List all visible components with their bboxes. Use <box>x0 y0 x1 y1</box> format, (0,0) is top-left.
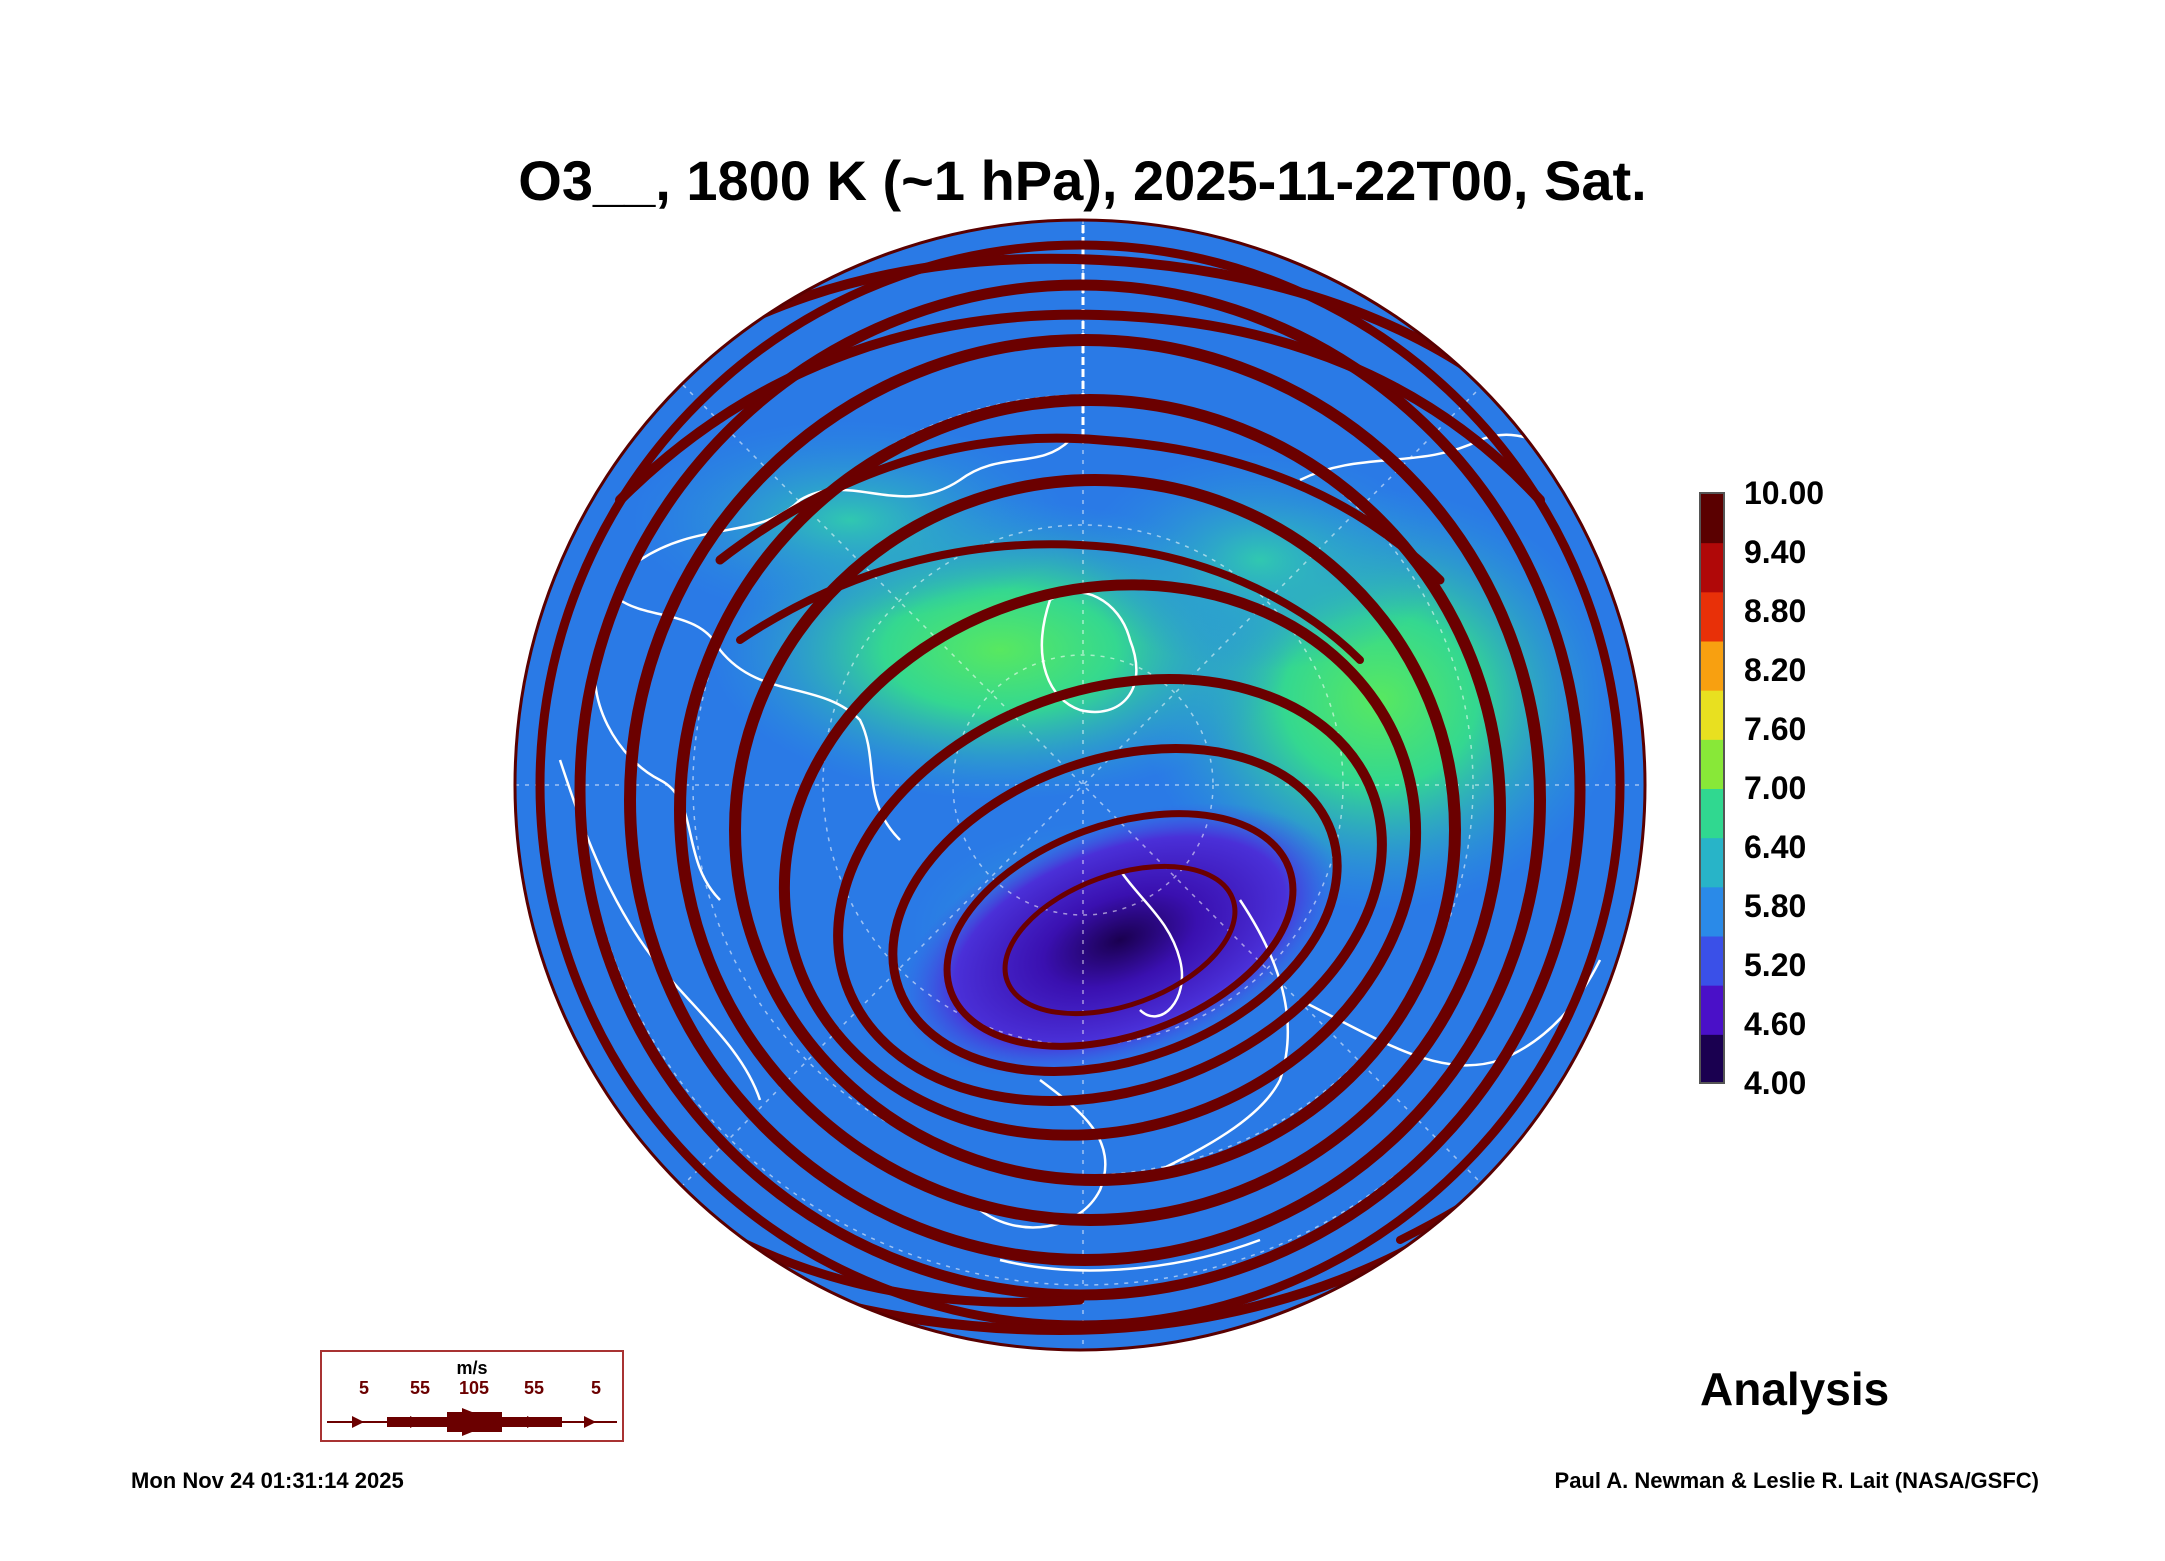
streamline <box>624 334 1546 1266</box>
colorbar-segment <box>1700 837 1724 888</box>
colorbar-tick-label: 7.00 <box>1744 770 1807 806</box>
legend-unit: m/s <box>456 1358 488 1378</box>
colorbar-segment <box>1700 542 1724 593</box>
coastline-scandinavia <box>1118 869 1184 1018</box>
coastline-europe <box>979 1079 1261 1272</box>
analysis-label: Analysis <box>1700 1363 1890 1415</box>
colorbar-tick-label: 7.60 <box>1744 711 1807 747</box>
colorbar-tick-label: 4.60 <box>1744 1006 1807 1042</box>
legend-value: 5 <box>358 1378 370 1398</box>
colorbar-segment <box>1700 788 1724 839</box>
legend-value: 105 <box>458 1378 490 1398</box>
streamline <box>888 744 1342 1076</box>
timestamp: Mon Nov 24 01:31:14 2025 <box>131 1468 404 1493</box>
streamline <box>574 279 1586 1301</box>
legend-arrow-icon <box>527 1416 539 1428</box>
colorbar <box>1699 492 1725 1084</box>
colorbar-tick-label: 5.20 <box>1744 947 1807 983</box>
streamline <box>1002 863 1238 1017</box>
latitude-circle <box>952 654 1214 916</box>
colorbar-segment <box>1700 493 1724 544</box>
coastline-north-america <box>593 439 1071 901</box>
colorbar-segment <box>1700 738 1724 789</box>
streamline <box>833 674 1387 1106</box>
colorbar-segment <box>1700 984 1724 1035</box>
streamline <box>715 433 1445 585</box>
colorbar-frame <box>1699 492 1725 1084</box>
colorbar-tick-label: 9.40 <box>1744 534 1807 570</box>
streamline <box>615 309 1545 505</box>
legend-arrow-graphic <box>327 1408 617 1436</box>
colorbar-segment <box>1700 1033 1724 1084</box>
legend-arrow-icon <box>410 1416 422 1428</box>
legend-arrow-icon <box>352 1416 364 1428</box>
streamline <box>729 474 1461 1186</box>
map-title: O3__, 1800 K (~1 hPa), 2025-11-22T00, Sa… <box>518 149 1647 212</box>
colorbar-segment <box>1700 689 1724 740</box>
field-teal-northwest <box>630 420 1070 620</box>
colorbar-segment <box>1700 935 1724 986</box>
streamline <box>943 810 1297 1050</box>
colorbar-segment <box>1700 640 1724 691</box>
colorbar-tick-label: 4.00 <box>1744 1065 1807 1101</box>
legend-value: 5 <box>590 1378 602 1398</box>
field-teal-northeast <box>1080 450 1440 670</box>
colorbar-tick-label: 6.40 <box>1744 829 1807 865</box>
legend-arrow-icon <box>462 1408 497 1436</box>
streamline <box>778 579 1422 1141</box>
colorbar-tick-label: 8.20 <box>1744 652 1807 688</box>
meridian-line <box>682 384 1484 1186</box>
colorbar-tick-label: 5.80 <box>1744 888 1807 924</box>
colorbar-tick-label: 8.80 <box>1744 593 1807 629</box>
legend-value: 55 <box>409 1378 431 1398</box>
streamline <box>736 540 1364 664</box>
legend-arrow-icon <box>584 1416 596 1428</box>
coastline-greenland <box>1040 590 1138 714</box>
credit-line: Paul A. Newman & Leslie R. Lait (NASA/GS… <box>1554 1468 2039 1493</box>
legend-value: 55 <box>523 1378 545 1398</box>
colorbar-tick-label: 10.00 <box>1744 475 1825 511</box>
globe-outline <box>513 218 1647 1352</box>
wind-speed-legend: m/s 5 55 105 55 5 <box>320 1350 624 1442</box>
latitude-circle <box>822 524 1344 1046</box>
streamline <box>674 394 1506 1226</box>
colorbar-segment <box>1700 886 1724 937</box>
colorbar-segment <box>1700 591 1724 642</box>
